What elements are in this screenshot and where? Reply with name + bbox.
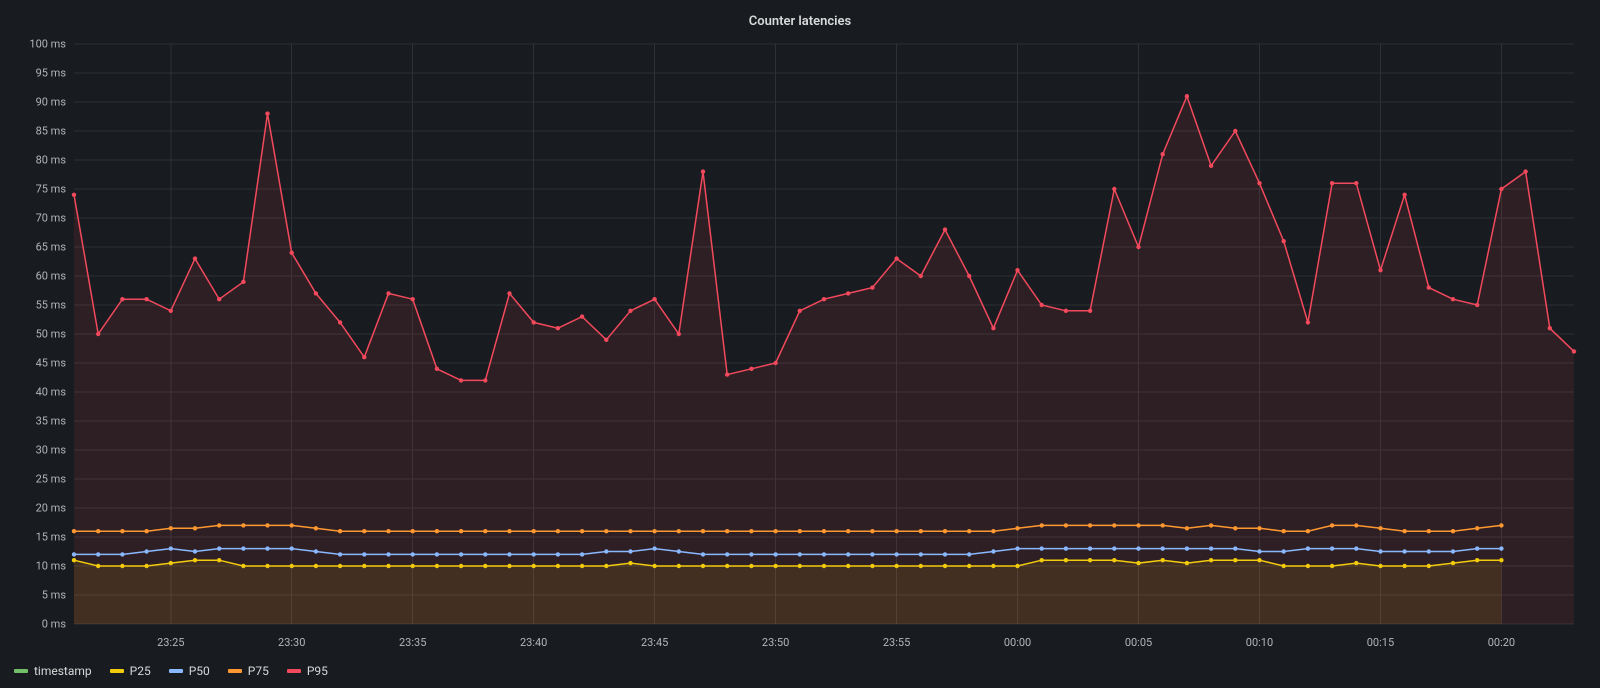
- x-axis-label: 23:45: [641, 636, 668, 649]
- y-axis-label: 85 ms: [18, 125, 66, 138]
- y-axis-label: 15 ms: [18, 531, 66, 544]
- legend-swatch: [287, 669, 301, 673]
- y-axis-label: 20 ms: [18, 502, 66, 515]
- legend-item-p50[interactable]: P50: [169, 664, 210, 678]
- y-axis-label: 25 ms: [18, 473, 66, 486]
- y-axis-label: 75 ms: [18, 183, 66, 196]
- legend: timestamp P25 P50 P75 P95: [14, 664, 328, 678]
- legend-label: timestamp: [34, 664, 92, 678]
- x-axis-label: 00:15: [1367, 636, 1394, 649]
- legend-label: P50: [189, 664, 210, 678]
- x-axis-label: 23:55: [883, 636, 910, 649]
- y-axis-label: 100 ms: [18, 38, 66, 51]
- legend-label: P95: [307, 664, 328, 678]
- chart-panel: Counter latencies 0 ms 5 ms 10 ms 15 ms 20 m…: [0, 0, 1600, 688]
- x-axis-label: 00:10: [1246, 636, 1273, 649]
- y-axis-label: 70 ms: [18, 212, 66, 225]
- x-axis-label: 00:05: [1125, 636, 1152, 649]
- y-axis-label: 80 ms: [18, 154, 66, 167]
- legend-label: P75: [248, 664, 269, 678]
- y-axis-label: 30 ms: [18, 444, 66, 457]
- y-axis-label: 5 ms: [18, 589, 66, 602]
- y-axis-label: 60 ms: [18, 270, 66, 283]
- plot-area[interactable]: 0 ms 5 ms 10 ms 15 ms 20 ms 25 ms 30 ms 35 ms 40…: [18, 40, 1582, 648]
- series-fill-p95: [74, 96, 1574, 624]
- legend-swatch: [110, 669, 124, 673]
- legend-swatch: [228, 669, 242, 673]
- legend-label: P25: [130, 664, 151, 678]
- x-axis-label: 23:35: [399, 636, 426, 649]
- x-axis-label: 00:20: [1488, 636, 1515, 649]
- legend-swatch: [14, 669, 28, 673]
- x-axis-label: 23:25: [157, 636, 184, 649]
- legend-item-timestamp[interactable]: timestamp: [14, 664, 92, 678]
- y-axis-label: 10 ms: [18, 560, 66, 573]
- legend-item-p75[interactable]: P75: [228, 664, 269, 678]
- x-axis-label: 23:30: [278, 636, 305, 649]
- legend-item-p25[interactable]: P25: [110, 664, 151, 678]
- y-axis-label: 55 ms: [18, 299, 66, 312]
- y-axis-label: 45 ms: [18, 357, 66, 370]
- legend-swatch: [169, 669, 183, 673]
- y-axis-label: 40 ms: [18, 386, 66, 399]
- y-axis-label: 35 ms: [18, 415, 66, 428]
- y-axis-label: 0 ms: [18, 618, 66, 631]
- x-axis-label: 23:50: [762, 636, 789, 649]
- y-axis-label: 65 ms: [18, 241, 66, 254]
- x-axis-label: 00:00: [1004, 636, 1031, 649]
- x-axis-label: 23:40: [520, 636, 547, 649]
- y-axis-label: 95 ms: [18, 67, 66, 80]
- panel-title: Counter latencies: [0, 0, 1600, 38]
- legend-item-p95[interactable]: P95: [287, 664, 328, 678]
- chart-svg: [18, 40, 1582, 648]
- y-axis-label: 90 ms: [18, 96, 66, 109]
- y-axis-label: 50 ms: [18, 328, 66, 341]
